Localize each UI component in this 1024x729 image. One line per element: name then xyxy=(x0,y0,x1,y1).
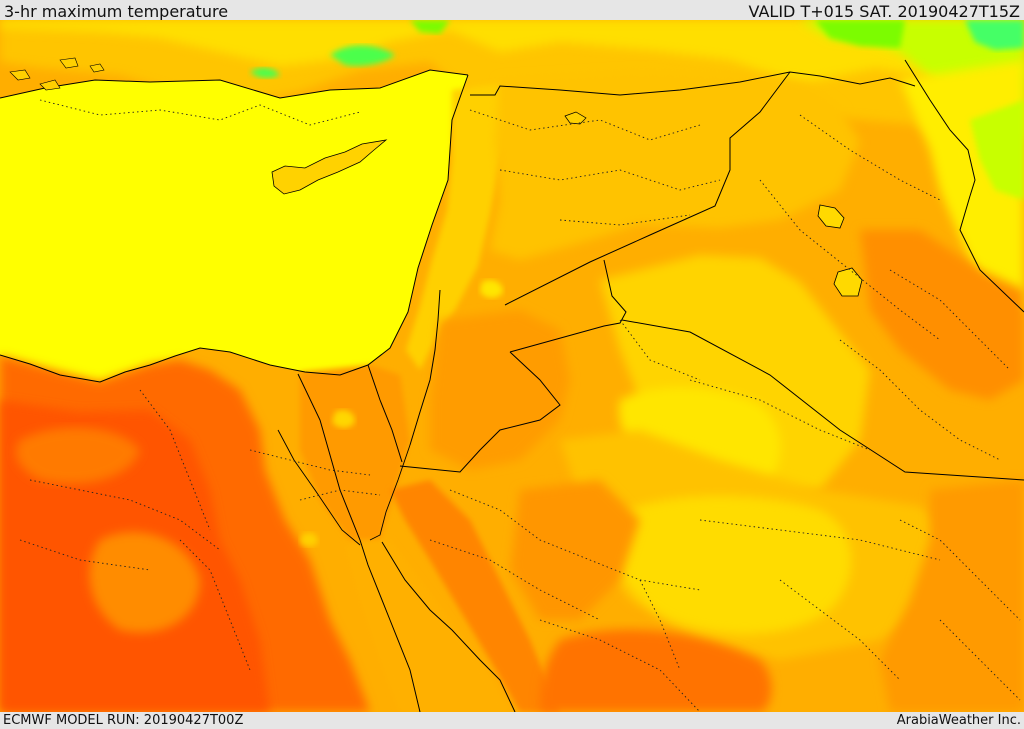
border-jordan-saudi xyxy=(399,351,561,473)
north-band-warm-yellow xyxy=(0,20,1024,102)
border-syria-iraq xyxy=(504,71,791,306)
hot-spot-red-sea xyxy=(300,532,318,547)
border-turkey-syria xyxy=(470,71,916,96)
border-iraq-iran xyxy=(904,59,976,197)
lake-assad xyxy=(564,111,587,125)
north-coastline xyxy=(0,69,469,99)
north-green-patch-6 xyxy=(410,20,450,34)
levant-coastal-strip xyxy=(406,84,510,370)
footer-bar: ECMWF MODEL RUN: 20190427T00Z ArabiaWeat… xyxy=(0,712,1024,729)
east-green-band xyxy=(970,100,1024,200)
gulf-of-aqaba xyxy=(369,444,411,541)
hot-spot-jordan xyxy=(480,280,503,298)
red-sea-coast-gold xyxy=(345,540,510,712)
north-green-patch-5 xyxy=(250,67,280,79)
header-bar: 3-hr maximum temperature VALID T+015 SAT… xyxy=(0,0,1024,20)
border-jordan-west xyxy=(409,289,441,446)
north-green-patch-3 xyxy=(965,20,1024,50)
valid-time: VALID T+015 SAT. 20190427T15Z xyxy=(748,2,1020,20)
north-green-patch-1 xyxy=(800,20,1024,140)
jordan-orange-field xyxy=(430,310,570,470)
southwest-red-zone xyxy=(540,629,772,712)
lake-razazah xyxy=(833,267,863,297)
arabia-yellow-field xyxy=(609,496,852,634)
persian-gulf-coast xyxy=(959,195,1024,313)
map-title: 3-hr maximum temperature xyxy=(4,2,229,20)
gulf-of-suez xyxy=(277,429,361,546)
north-arabia-orange-bands xyxy=(510,480,640,620)
temperature-map[interactable] xyxy=(0,20,1024,712)
admin-boundaries xyxy=(19,99,1021,712)
temperature-map-svg xyxy=(0,20,1024,712)
aegean-islands xyxy=(9,57,105,91)
model-run: ECMWF MODEL RUN: 20190427T00Z xyxy=(3,713,244,728)
egypt-orange-patch-north xyxy=(16,427,141,484)
hejaz-red-strip xyxy=(390,480,560,712)
border-egypt-israel xyxy=(367,364,403,463)
red-sea-east-coast xyxy=(381,541,516,712)
sinai-orange-field xyxy=(300,365,410,540)
north-green-patch-2 xyxy=(815,20,905,48)
north-green-patch-4 xyxy=(330,45,395,66)
med-coastline xyxy=(0,74,469,383)
red-sea-west-coast xyxy=(297,373,421,712)
cyprus-island xyxy=(271,139,388,195)
mediterranean-sea xyxy=(0,70,468,382)
southeast-orange-field xyxy=(880,480,1024,712)
lake-tharthar xyxy=(817,204,845,229)
egypt-orange-patches xyxy=(89,532,200,633)
border-jordan-iraq xyxy=(509,259,627,353)
credit-text: ArabiaWeather Inc. xyxy=(896,713,1021,728)
hot-spot-sinai xyxy=(332,410,355,428)
border-iraq-saudi xyxy=(621,319,1024,481)
